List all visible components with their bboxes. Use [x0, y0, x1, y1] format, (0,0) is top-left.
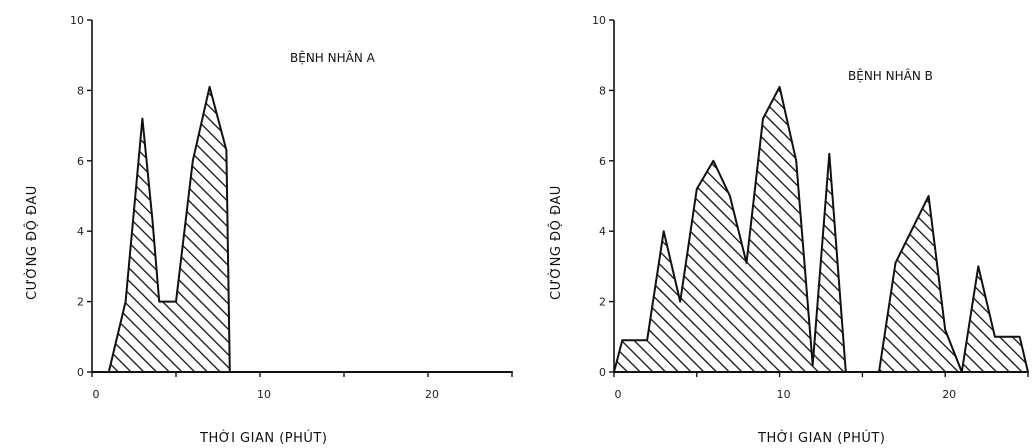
x-tick-label: 10 — [777, 388, 791, 401]
x-tick-label: 20 — [942, 388, 956, 401]
pain-intensity-area — [91, 85, 513, 373]
y-tick-label: 4 — [77, 225, 84, 238]
x-axis-label: THỜI GIAN (PHÚT) — [199, 430, 327, 446]
x-tick-label: 20 — [425, 388, 439, 401]
y-tick-label: 10 — [592, 14, 606, 27]
y-axis-label: CƯỜNG ĐỘ ĐAU — [548, 185, 564, 300]
x-axis-label: THỜI GIAN (PHÚT) — [757, 430, 885, 446]
y-axis-label: CƯỜNG ĐỘ ĐAU — [24, 185, 40, 300]
pain-intensity-area — [613, 85, 1029, 373]
y-tick-label: 8 — [77, 84, 84, 97]
y-tick-label: 4 — [599, 225, 606, 238]
x-tick-label: 0 — [93, 388, 100, 401]
panel-title: BỆNH NHÂN A — [290, 50, 376, 65]
y-tick-label: 0 — [77, 366, 84, 379]
y-tick-label: 8 — [599, 84, 606, 97]
y-tick-label: 0 — [599, 366, 606, 379]
y-tick-label: 2 — [599, 296, 606, 309]
chart-panel-b: 0 2 4 6 8 10 0 10 20 BỆNH NHÂN B THỜI GIAN (PHÚT… — [548, 14, 1029, 446]
x-tick-label: 0 — [615, 388, 622, 401]
ticks: 0 2 4 6 8 10 0 10 20 — [592, 14, 1029, 401]
chart-panel-a: 0 2 4 6 8 10 0 10 20 BỆNH NHÂN A THỜI GIAN (PHÚT… — [24, 14, 513, 446]
y-tick-label: 2 — [77, 296, 84, 309]
y-tick-label: 6 — [77, 155, 84, 168]
y-tick-label: 6 — [599, 155, 606, 168]
y-tick-label: 10 — [70, 14, 84, 27]
x-tick-label: 10 — [257, 388, 271, 401]
panel-title: BỆNH NHÂN B — [848, 68, 933, 83]
